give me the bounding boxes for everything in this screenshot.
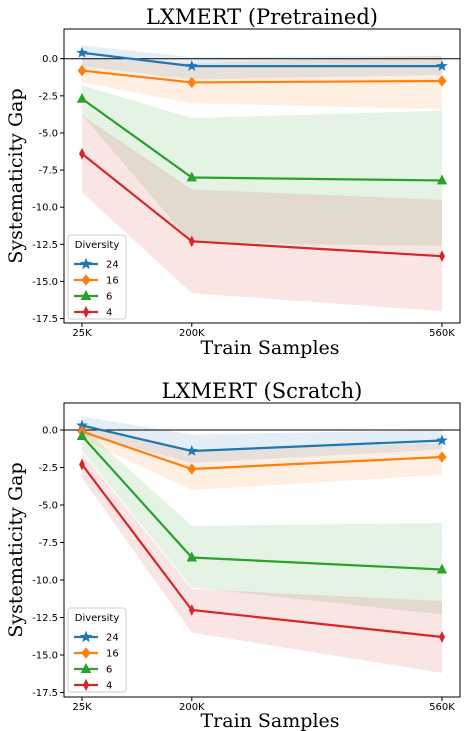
band-series-4	[82, 115, 442, 312]
legend-marker-16	[81, 647, 91, 659]
y-axis-label: Systematicity Gap	[5, 462, 27, 637]
x-axis-label: Train Samples	[200, 710, 339, 731]
x-tick-label: 25K	[72, 702, 92, 713]
data-point-24-200K	[186, 60, 198, 72]
legend-entry-6: 6	[106, 665, 112, 676]
data-point-16-560K	[437, 75, 447, 87]
y-tick-label: -12.5	[32, 240, 58, 251]
legend-marker-4	[82, 678, 90, 692]
legend: Diversity 24 16 6 4	[67, 234, 127, 320]
y-tick-label: -2.5	[38, 463, 58, 474]
x-tick-label: 560K	[429, 328, 455, 339]
data-point-24-200K	[186, 444, 198, 456]
data-point-6-200K	[186, 551, 197, 562]
data-point-6-560K	[436, 563, 448, 574]
data-point-16-25K	[77, 64, 87, 77]
legend-entry-4: 4	[106, 308, 112, 319]
y-tick-label: 0.0	[42, 426, 58, 437]
x-tick-label: 25K	[72, 328, 92, 339]
y-tick-label: 0.0	[42, 54, 58, 65]
data-point-6-200K	[186, 171, 197, 182]
y-tick-label: -5.0	[38, 128, 58, 139]
legend-entry-24: 24	[106, 633, 119, 644]
band-series-6	[82, 427, 442, 615]
y-axis-label: Systematicity Gap	[5, 88, 27, 263]
x-axis-label: Train Samples	[200, 337, 339, 359]
data-point-4-25K	[79, 147, 85, 160]
y-tick-label: -7.5	[38, 538, 58, 549]
x-tick-label: 200K	[179, 328, 205, 339]
legend-entry-16: 16	[106, 276, 119, 287]
data-point-24-560K	[436, 434, 448, 446]
data-point-6-25K	[76, 430, 88, 440]
y-tick-label: -17.5	[32, 314, 58, 325]
data-point-24-560K	[436, 60, 448, 72]
legend: Diversity 24 16 6 4	[67, 607, 127, 693]
data-point-6-560K	[436, 174, 448, 185]
legend-marker-6	[80, 289, 92, 300]
y-tick-label: -10.0	[32, 576, 58, 587]
legend-entry-4: 4	[106, 681, 112, 692]
legend-entry-24: 24	[106, 260, 119, 271]
x-tick-label: 560K	[429, 702, 455, 713]
data-point-4-25K	[79, 458, 85, 471]
legend-title: Diversity	[75, 613, 120, 624]
data-point-6-25K	[76, 92, 88, 103]
chart-panel-2: LXMERT (Scratch) 0.0 -2.5 -5.0 -7.5 -10.0 -12.…	[5, 379, 461, 731]
y-tick-label: -5.0	[38, 501, 58, 512]
data-point-16-200K	[187, 463, 197, 475]
y-tick-label: -7.5	[38, 166, 58, 177]
legend-entry-6: 6	[106, 292, 112, 303]
data-point-4-560K	[439, 250, 445, 263]
x-tick-label: 200K	[179, 702, 205, 713]
legend-marker-24	[79, 630, 93, 643]
legend-marker-4	[82, 305, 90, 319]
legend-title: Diversity	[75, 240, 120, 251]
y-tick-label: -2.5	[38, 91, 58, 102]
chart-title: LXMERT (Scratch)	[162, 379, 363, 403]
y-tick-label: -15.0	[32, 277, 58, 288]
band-series-6	[82, 85, 442, 246]
legend-marker-6	[80, 662, 92, 673]
legend-marker-16	[81, 274, 91, 286]
band-series-4	[82, 452, 442, 673]
y-tick-label: -17.5	[32, 688, 58, 699]
legend-entry-16: 16	[106, 649, 119, 660]
data-point-16-200K	[187, 76, 197, 89]
y-tick-label: -12.5	[32, 613, 58, 624]
data-point-4-200K	[188, 235, 195, 248]
chart-title: LXMERT (Pretrained)	[146, 5, 378, 29]
data-point-4-200K	[188, 604, 195, 616]
y-tick-label: -15.0	[32, 651, 58, 662]
axes-frame	[63, 402, 461, 698]
band-series-24	[82, 416, 442, 463]
data-point-16-560K	[437, 451, 447, 463]
y-tick-label: -10.0	[32, 203, 58, 214]
chart-panel-1: LXMERT (Pretrained) 0.0 -2.5 -5.0 -7.5 -10.0 -…	[5, 5, 461, 359]
legend-marker-24	[79, 257, 93, 270]
band-series-16	[82, 424, 442, 490]
band-series-24	[82, 45, 442, 80]
data-point-24-25K	[76, 46, 88, 58]
axes-frame	[63, 28, 461, 324]
data-point-4-560K	[439, 631, 445, 643]
